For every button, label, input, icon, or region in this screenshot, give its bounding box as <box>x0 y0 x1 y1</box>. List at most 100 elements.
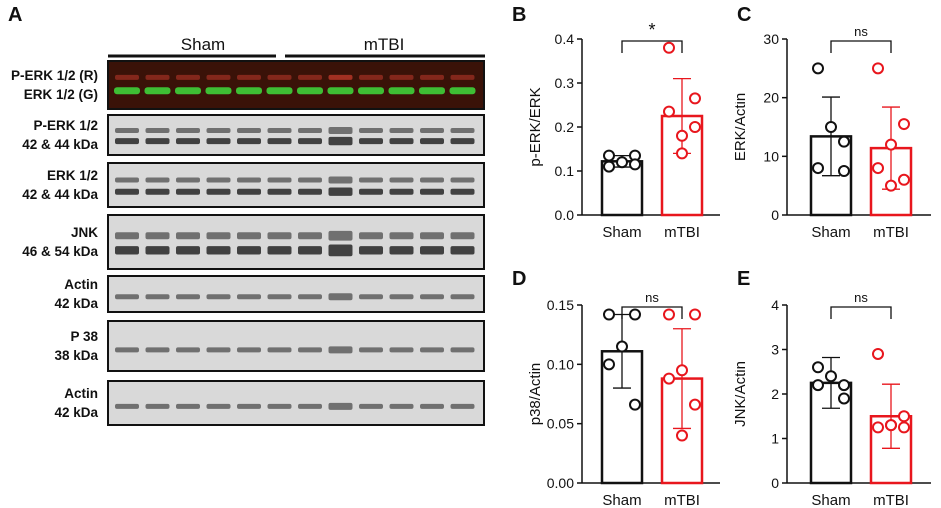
data-point <box>872 347 884 360</box>
panel-letter-d: D <box>512 268 527 290</box>
blot-label-line1: ERK 1/2 <box>46 168 98 183</box>
y-tick-label: 20 <box>763 90 779 106</box>
panel-letter-b: B <box>512 4 527 26</box>
significance-label: * <box>648 20 655 40</box>
blot-bands <box>115 293 475 301</box>
panel-letter-e: E <box>737 268 751 290</box>
data-point <box>616 156 628 169</box>
data-point <box>689 92 701 105</box>
data-point <box>676 129 688 142</box>
data-point <box>825 121 837 133</box>
blot-image <box>107 275 485 313</box>
blot-label-line2: 42 & 44 kDa <box>22 137 98 152</box>
data-point <box>629 398 641 411</box>
blot-label-line2: 42 kDa <box>54 405 98 420</box>
data-point <box>676 429 688 442</box>
data-point <box>838 135 850 148</box>
blot-group-header: Sham mTBI <box>108 35 485 58</box>
y-tick-label: 2 <box>771 386 779 402</box>
data-point <box>812 361 824 374</box>
data-point <box>616 340 628 353</box>
blot-image <box>107 162 485 208</box>
data-point <box>603 149 615 162</box>
data-point <box>689 121 701 133</box>
data-point <box>885 138 897 151</box>
data-point <box>629 158 641 171</box>
x-tick-label: Sham <box>602 492 641 508</box>
y-tick-label: 0.10 <box>547 356 574 372</box>
y-axis-label: p-ERK/ERK <box>527 87 544 166</box>
blot-label-line2: ERK 1/2 (G) <box>23 87 98 102</box>
data-point <box>898 410 910 423</box>
x-tick-label: Sham <box>811 224 850 241</box>
blot-bands <box>115 126 475 146</box>
blot-label-line1: P-ERK 1/2 <box>33 118 98 133</box>
data-point <box>812 162 824 175</box>
panel-letter-a: A <box>8 4 23 26</box>
y-tick-label: 0 <box>771 475 779 491</box>
blot-label-line2: 38 kDa <box>54 348 98 363</box>
blot-label-line1: P-ERK 1/2 (R) <box>10 68 98 83</box>
significance-label: ns <box>854 24 868 39</box>
y-tick-label: 0.05 <box>547 416 574 432</box>
chart-c: ERK/Actin 0 10 20 30 Sham mTBI ns <box>735 24 931 241</box>
y-tick-label: 0.3 <box>555 75 575 91</box>
y-tick-label: 0.15 <box>547 297 574 313</box>
y-axis-label: JNK/Actin <box>735 361 749 427</box>
y-axis-label: ERK/Actin <box>735 93 749 161</box>
y-tick-label: 0.00 <box>547 475 574 491</box>
blot-label: P-ERK 1/2 42 & 44 kDa <box>0 116 98 154</box>
x-tick-label: Sham <box>811 492 850 508</box>
blot-label: JNK 46 & 54 kDa <box>0 223 98 261</box>
blot-label: P-ERK 1/2 (R) ERK 1/2 (G) <box>0 66 98 104</box>
x-tick-label: mTBI <box>664 492 700 508</box>
data-point <box>898 118 910 131</box>
significance-bracket <box>830 306 892 319</box>
data-point <box>898 421 910 434</box>
blot-label: Actin 42 kDa <box>0 384 98 422</box>
blot-bands <box>115 346 475 354</box>
data-point <box>603 358 615 371</box>
blot-label-line2: 42 & 44 kDa <box>22 187 98 202</box>
data-point <box>872 62 884 75</box>
y-tick-label: 0 <box>771 207 779 223</box>
blot-label-line2: 42 kDa <box>54 296 98 311</box>
data-point <box>663 105 675 118</box>
data-point <box>663 372 675 385</box>
blot-image <box>107 114 485 156</box>
y-tick-label: 0.1 <box>555 163 575 179</box>
data-point <box>676 147 688 160</box>
blot-label-line1: JNK <box>70 225 98 240</box>
y-tick-label: 10 <box>763 148 779 164</box>
significance-bracket <box>621 306 683 319</box>
blot-label-line1: Actin <box>64 277 98 292</box>
x-tick-label: Sham <box>602 224 641 241</box>
blot-image <box>107 320 485 372</box>
y-tick-label: 4 <box>771 297 779 313</box>
y-tick-label: 1 <box>771 431 779 447</box>
data-point <box>898 173 910 186</box>
y-tick-label: 3 <box>771 342 779 358</box>
data-point <box>689 308 701 321</box>
data-point <box>663 41 675 54</box>
significance-label: ns <box>645 290 659 305</box>
data-point <box>629 308 641 321</box>
y-tick-label: 0.0 <box>555 207 575 223</box>
data-point <box>838 392 850 405</box>
panel-letter-c: C <box>737 4 752 26</box>
blot-bands <box>114 74 476 95</box>
chart-e: JNK/Actin 0 1 2 3 4 Sham mTBI ns <box>735 290 931 508</box>
data-point <box>603 160 615 173</box>
significance-bracket <box>830 40 892 53</box>
x-tick-label: mTBI <box>664 224 700 241</box>
significance-label: ns <box>854 290 868 305</box>
blot-label-line1: Actin <box>64 386 98 401</box>
y-axis-label: p38/Actin <box>527 363 544 426</box>
data-point <box>872 421 884 434</box>
blot-image <box>107 60 485 110</box>
data-point <box>663 308 675 321</box>
blot-label: ERK 1/2 42 & 44 kDa <box>0 166 98 204</box>
significance-bracket <box>621 40 683 53</box>
x-tick-label: mTBI <box>873 224 909 241</box>
y-tick-label: 0.2 <box>555 119 575 135</box>
